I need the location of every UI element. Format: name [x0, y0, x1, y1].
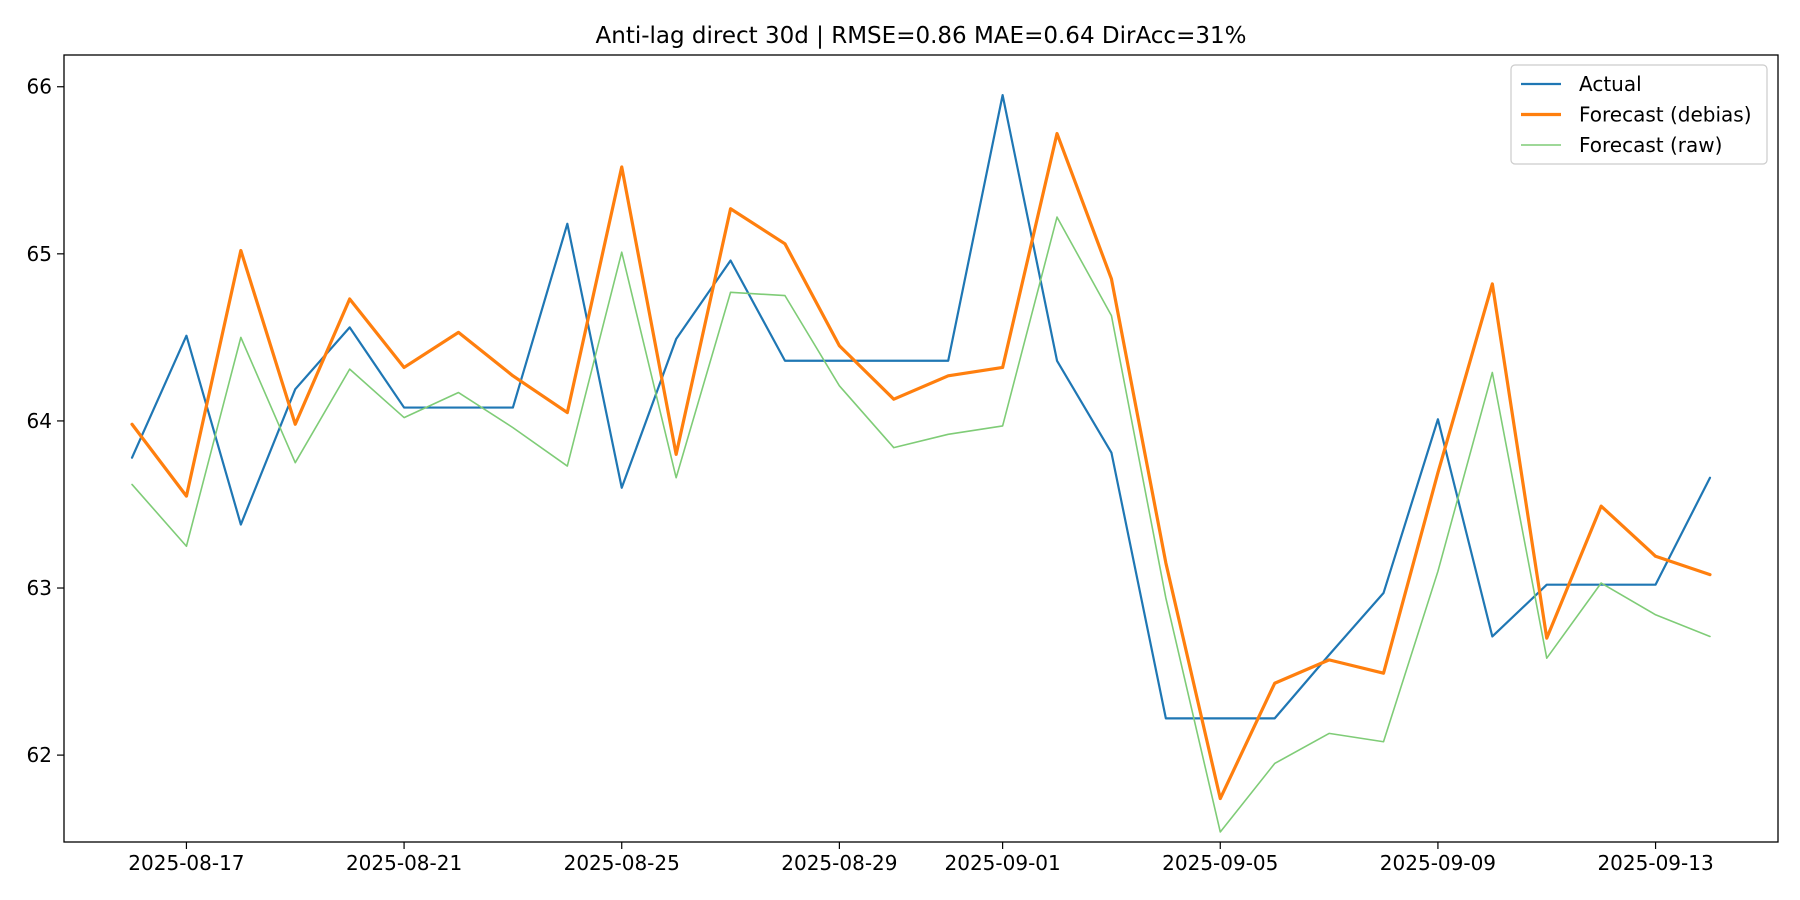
- legend: Actual Forecast (debias) Forecast (raw): [1510, 64, 1768, 165]
- plot-frame: [63, 54, 1779, 843]
- x-axis: 2025-08-17 2025-08-21 2025-08-25 2025-08-29…: [128, 842, 1714, 875]
- series-layer: [130, 93, 1712, 833]
- series-line-forecast-raw: [131, 216, 1711, 833]
- legend-box: [1510, 64, 1768, 165]
- series-line-forecast-debias: [130, 131, 1712, 801]
- series-line-actual: [130, 93, 1712, 720]
- y-tick-label: 64: [27, 409, 52, 433]
- y-tick-label: 63: [27, 576, 52, 600]
- chart-title: Anti-lag direct 30d | RMSE=0.86 MAE=0.64…: [596, 23, 1247, 49]
- y-tick-label: 62: [27, 743, 52, 767]
- legend-label: Forecast (debias): [1579, 103, 1752, 127]
- x-tick-label: 2025-08-21: [346, 851, 462, 875]
- x-tick-label: 2025-09-05: [1162, 851, 1278, 875]
- legend-label: Forecast (raw): [1579, 133, 1722, 157]
- x-tick-label: 2025-08-17: [128, 851, 244, 875]
- y-tick-label: 66: [27, 75, 52, 99]
- x-tick-label: 2025-08-25: [564, 851, 680, 875]
- x-tick-label: 2025-08-29: [781, 851, 897, 875]
- y-tick-label: 65: [27, 242, 52, 266]
- x-tick-label: 2025-09-09: [1380, 851, 1496, 875]
- x-tick-label: 2025-09-13: [1597, 851, 1713, 875]
- x-tick-label: 2025-09-01: [945, 851, 1061, 875]
- legend-label: Actual: [1579, 72, 1642, 96]
- y-axis: 62 63 64 65 66: [27, 75, 64, 767]
